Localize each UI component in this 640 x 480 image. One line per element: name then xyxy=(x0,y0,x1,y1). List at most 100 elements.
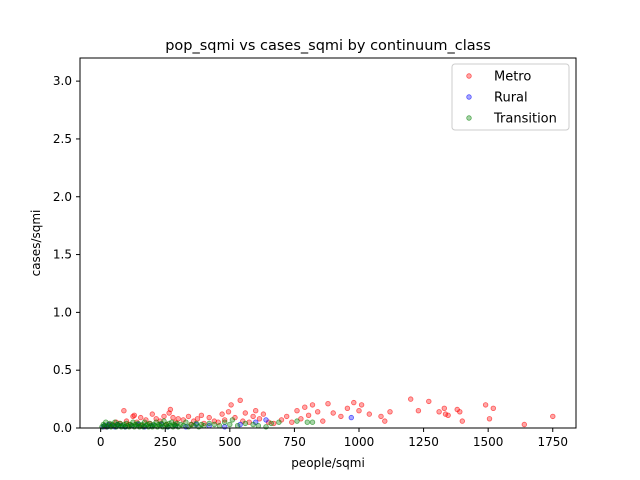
point-metro-70 xyxy=(387,409,393,415)
y-tick-label: 1.0 xyxy=(53,305,72,319)
point-metro-29 xyxy=(194,416,201,422)
point-metro-61 xyxy=(330,410,336,416)
point-transition-78 xyxy=(250,421,256,428)
y-tick-label: 2.5 xyxy=(53,132,72,146)
point-metro-83 xyxy=(490,405,496,411)
point-metro-38 xyxy=(228,402,234,408)
legend-label-rural: Rural xyxy=(494,91,528,106)
point-metro-55 xyxy=(302,404,308,410)
point-metro-35 xyxy=(219,411,225,417)
point-metro-59 xyxy=(320,418,326,424)
point-rural-23 xyxy=(348,414,354,421)
point-transition-79 xyxy=(255,423,261,429)
point-metro-32 xyxy=(206,414,212,421)
point-metro-42 xyxy=(242,410,248,416)
point-metro-47 xyxy=(260,411,267,417)
point-metro-40 xyxy=(237,397,243,403)
y-tick-label: 1.5 xyxy=(53,248,72,262)
points-layer xyxy=(99,396,556,430)
y-tick-label: 3.0 xyxy=(53,74,72,88)
x-tick-label: 250 xyxy=(154,435,177,449)
y-tick-label: 0.0 xyxy=(53,421,72,435)
x-tick-label: 1750 xyxy=(537,435,568,449)
point-transition-85 xyxy=(309,419,316,425)
point-metro-30 xyxy=(198,412,205,418)
point-metro-15 xyxy=(149,411,155,417)
x-tick-label: 750 xyxy=(283,435,306,449)
legend-box xyxy=(451,63,570,131)
point-transition-76 xyxy=(234,423,241,429)
point-metro-53 xyxy=(294,408,300,414)
point-metro-60 xyxy=(325,401,331,407)
point-metro-75 xyxy=(441,405,447,411)
point-metro-51 xyxy=(284,413,290,420)
point-rural-20 xyxy=(237,421,243,428)
point-transition-77 xyxy=(242,420,248,427)
point-transition-84 xyxy=(304,419,310,425)
plot-frame xyxy=(79,57,577,429)
point-metro-66 xyxy=(358,402,365,408)
x-tick-label: 1500 xyxy=(473,435,504,449)
point-metro-37 xyxy=(225,409,232,415)
legend-marker-metro xyxy=(466,73,472,79)
chart-title: pop_sqmi vs cases_sqmi by continuum_clas… xyxy=(165,38,491,54)
point-metro-24 xyxy=(175,416,181,422)
point-metro-68 xyxy=(378,413,384,420)
point-metro-76 xyxy=(442,411,449,417)
point-metro-74 xyxy=(436,409,442,415)
y-axis-label: cases/sqmi xyxy=(29,210,43,277)
legend-label-transition: Transition xyxy=(493,112,557,127)
point-metro-43 xyxy=(246,419,252,425)
point-metro-58 xyxy=(315,409,321,415)
point-transition-82 xyxy=(276,419,282,425)
point-metro-81 xyxy=(482,402,489,408)
point-metro-45 xyxy=(252,408,259,414)
y-axis-ticks: 0.0 0.5 1.0 1.5 2.0 2.5 3.0 xyxy=(53,74,80,435)
point-metro-72 xyxy=(415,408,422,414)
x-axis-label: people/sqmi xyxy=(291,456,365,470)
point-metro-65 xyxy=(356,408,362,414)
point-transition-69 xyxy=(201,423,207,429)
legend: Metro Rural Transition xyxy=(451,63,570,131)
point-metro-79 xyxy=(457,409,463,415)
y-tick-label: 0.5 xyxy=(53,363,72,377)
point-metro-54 xyxy=(298,416,304,422)
legend-marker-rural xyxy=(466,94,472,100)
x-tick-label: 1250 xyxy=(408,435,439,449)
point-transition-60 xyxy=(178,421,184,428)
x-tick-label: 1000 xyxy=(344,435,375,449)
point-metro-69 xyxy=(382,418,388,424)
x-tick-label: 0 xyxy=(97,435,105,449)
point-metro-57 xyxy=(309,402,316,408)
point-metro-22 xyxy=(170,414,176,421)
point-metro-85 xyxy=(550,413,556,420)
point-metro-5 xyxy=(121,408,127,414)
point-metro-18 xyxy=(161,413,167,420)
point-metro-82 xyxy=(486,416,493,422)
point-transition-68 xyxy=(198,421,205,428)
point-metro-11 xyxy=(137,414,144,421)
point-transition-83 xyxy=(294,418,300,424)
point-metro-63 xyxy=(344,405,351,411)
legend-label-metro: Metro xyxy=(494,70,531,85)
point-transition-72 xyxy=(216,423,223,429)
point-metro-71 xyxy=(408,396,414,402)
point-transition-70 xyxy=(206,420,212,427)
point-metro-73 xyxy=(426,398,432,405)
point-transition-64 xyxy=(188,421,194,428)
point-metro-62 xyxy=(338,413,344,420)
point-metro-56 xyxy=(305,412,312,418)
point-metro-84 xyxy=(521,421,527,428)
y-tick-label: 2.0 xyxy=(53,190,72,204)
point-metro-44 xyxy=(250,413,256,420)
point-transition-81 xyxy=(268,420,274,427)
point-metro-26 xyxy=(185,413,192,420)
point-metro-9 xyxy=(131,412,137,418)
point-transition-71 xyxy=(211,421,217,428)
x-axis-ticks: 0 250 500 750 1000 1250 1500 1750 xyxy=(97,428,568,449)
point-metro-21 xyxy=(167,406,174,413)
point-metro-64 xyxy=(351,399,357,406)
point-transition-74 xyxy=(227,421,233,428)
point-metro-67 xyxy=(366,411,372,417)
